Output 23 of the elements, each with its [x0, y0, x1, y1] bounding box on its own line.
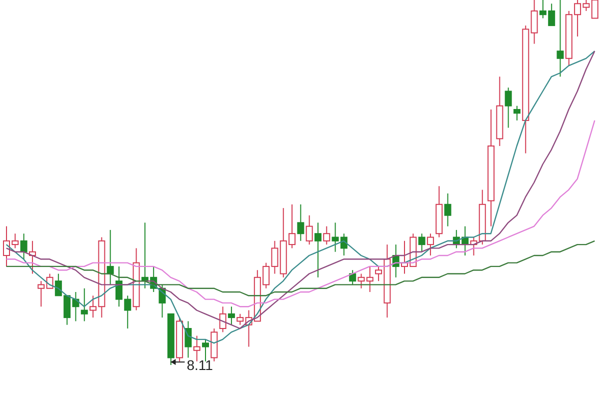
candlestick: [80, 288, 88, 322]
candlestick: [297, 204, 304, 242]
candlestick: [306, 214, 313, 246]
candlestick: [556, 0, 564, 78]
candlestick: [314, 222, 322, 278]
candlestick: [366, 266, 374, 292]
candlestick: [20, 233, 28, 260]
candlestick: [358, 273, 365, 289]
candlestick: [202, 338, 209, 362]
candlestick: [513, 105, 520, 121]
candlestick: [504, 87, 512, 128]
candlestick: [184, 320, 192, 358]
annotation: 8.11: [186, 357, 214, 373]
candlestick: [219, 306, 226, 333]
candlestick: [426, 233, 434, 256]
candlestick: [444, 192, 452, 227]
candlestick: [323, 226, 330, 246]
candlestick: [418, 233, 426, 252]
candlestick: [38, 280, 45, 308]
candlestick: [106, 229, 114, 286]
candlestick: [193, 335, 200, 362]
candlestick: [228, 306, 235, 326]
candlestick: [236, 313, 244, 326]
